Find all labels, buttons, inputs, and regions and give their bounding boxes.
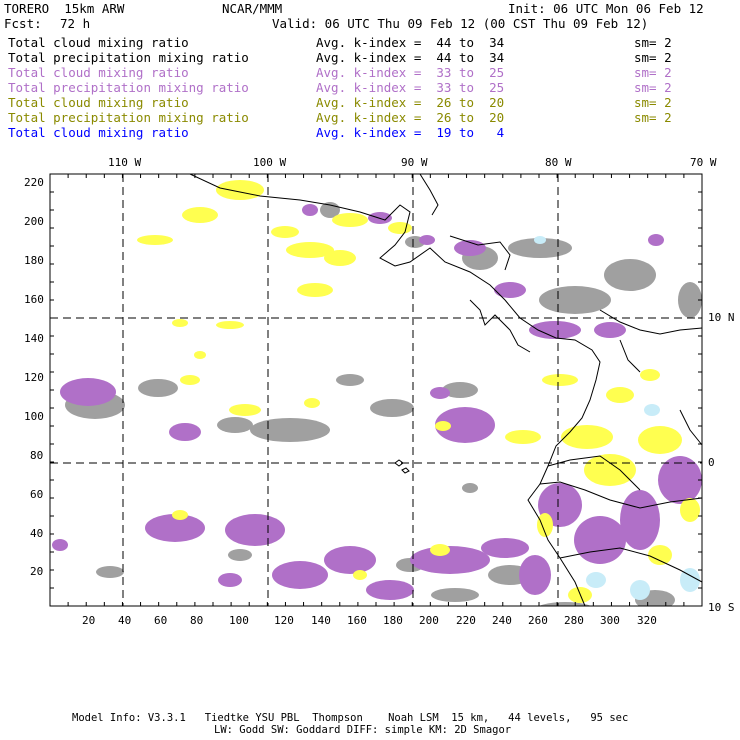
field-kindex: Avg. k-index = 44 to 34 xyxy=(316,50,505,65)
y-tick-label: 40 xyxy=(30,527,44,540)
lon-label: 80 W xyxy=(545,156,572,169)
y-tick-label: 220 xyxy=(24,176,44,189)
field-sm: sm= 2 xyxy=(634,35,672,50)
field-shading xyxy=(52,174,702,606)
axis-ticks xyxy=(49,173,703,607)
y-tick-label: 120 xyxy=(24,371,44,384)
y-tick-label: 100 xyxy=(24,410,44,423)
x-tick-label: 100 xyxy=(229,614,249,627)
lat-label: 10 N xyxy=(708,311,735,324)
field-name: Total cloud mixing ratio xyxy=(8,65,189,80)
lat-label: 0 xyxy=(708,456,715,469)
x-tick-label: 140 xyxy=(311,614,331,627)
fcst-label: Fcst: xyxy=(4,16,42,31)
field-name: Total cloud mixing ratio xyxy=(8,35,189,50)
field-kindex: Avg. k-index = 19 to 4 xyxy=(316,125,505,140)
y-tick-label: 80 xyxy=(30,449,44,462)
field-name: Total precipitation mixing ratio xyxy=(8,50,249,65)
field-name: Total cloud mixing ratio xyxy=(8,125,189,140)
field-sm: sm= 2 xyxy=(634,110,672,125)
field-name: Total precipitation mixing ratio xyxy=(8,80,249,95)
y-tick-label: 60 xyxy=(30,488,44,501)
field-sm: sm= 2 xyxy=(634,80,672,95)
org-label: NCAR/MMM xyxy=(222,1,283,16)
x-tick-label: 300 xyxy=(600,614,620,627)
field-sm: sm= 2 xyxy=(634,65,672,80)
graticule xyxy=(50,174,702,606)
x-tick-label: 40 xyxy=(118,614,132,627)
field-name: Total cloud mixing ratio xyxy=(8,95,189,110)
field-kindex: Avg. k-index = 44 to 34 xyxy=(316,35,505,50)
x-tick-label: 260 xyxy=(528,614,548,627)
lon-label: 90 W xyxy=(401,156,428,169)
x-tick-label: 180 xyxy=(383,614,403,627)
x-tick-label: 160 xyxy=(347,614,367,627)
field-name: Total precipitation mixing ratio xyxy=(8,110,249,125)
x-tick-label: 80 xyxy=(190,614,204,627)
lon-label: 70 W xyxy=(690,156,717,169)
x-tick-label: 220 xyxy=(456,614,476,627)
y-tick-label: 20 xyxy=(30,565,44,578)
x-tick-label: 200 xyxy=(419,614,439,627)
lon-label: 110 W xyxy=(108,156,142,169)
x-tick-label: 320 xyxy=(637,614,657,627)
x-tick-label: 280 xyxy=(564,614,584,627)
lat-label: 10 S xyxy=(708,601,735,614)
field-kindex: Avg. k-index = 26 to 20 xyxy=(316,110,505,125)
y-tick-label: 160 xyxy=(24,293,44,306)
valid-time: Valid: 06 UTC Thu 09 Feb 12 (00 CST Thu … xyxy=(272,16,649,31)
y-tick-label: 200 xyxy=(24,215,44,228)
physics-info: LW: Godd SW: Goddard DIFF: simple KM: 2D… xyxy=(214,724,512,736)
x-tick-label: 120 xyxy=(274,614,294,627)
field-kindex: Avg. k-index = 26 to 20 xyxy=(316,95,505,110)
lon-label: 100 W xyxy=(253,156,287,169)
field-sm: sm= 2 xyxy=(634,95,672,110)
y-tick-label: 140 xyxy=(24,332,44,345)
x-tick-label: 20 xyxy=(82,614,96,627)
model-info: Model Info: V3.3.1 Tiedtke YSU PBL Thomp… xyxy=(72,712,629,724)
y-tick-label: 180 xyxy=(24,254,44,267)
model-title: TORERO 15km ARW xyxy=(4,1,125,16)
field-kindex: Avg. k-index = 33 to 25 xyxy=(316,80,505,95)
init-time: Init: 06 UTC Mon 06 Feb 12 xyxy=(508,1,704,16)
x-tick-label: 240 xyxy=(492,614,512,627)
fcst-value: 72 h xyxy=(60,16,91,31)
x-tick-label: 60 xyxy=(154,614,168,627)
field-kindex: Avg. k-index = 33 to 25 xyxy=(316,65,505,80)
field-sm: sm= 2 xyxy=(634,50,672,65)
